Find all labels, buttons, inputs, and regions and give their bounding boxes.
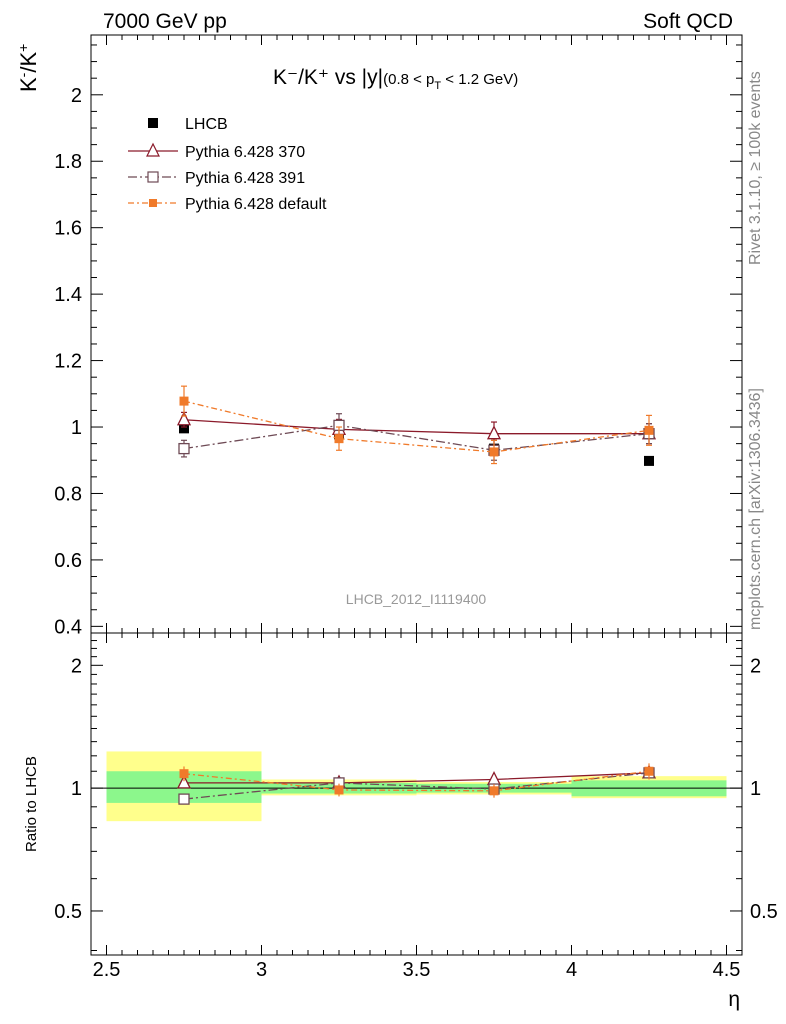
point-default: [179, 396, 189, 406]
point-370: [176, 411, 192, 426]
title-range-sub: T: [434, 80, 441, 92]
y-axis-label-mid: /K: [16, 52, 41, 73]
y-tick-label: 1.6: [54, 218, 82, 240]
legend-label-default: Pythia 6.428 default: [185, 196, 327, 213]
analysis-watermark: LHCB_2012_I1119400: [346, 591, 487, 607]
axes: 2.5 3 3.5 4 4.5 0.4 0.6 0.8 1 1.2 1.4 1.6 1.8 2 0.5 0.5…: [54, 34, 778, 981]
x-tick-label: 2.5: [93, 959, 121, 981]
ratio-point-default: [489, 786, 499, 796]
legend-marker-data: [148, 118, 158, 128]
x-tick-label: 3.5: [403, 959, 431, 981]
x-tick-label: 4.5: [713, 959, 741, 981]
y-tick-label: 1.8: [54, 151, 82, 173]
rivet-label: Rivet 3.1.10, ≥ 100k events: [747, 71, 764, 265]
y-axis-label-base: K: [16, 77, 41, 92]
series-line-370: [183, 419, 649, 435]
point-370: [486, 425, 502, 440]
title-range-suffix: < 1.2 GeV): [441, 71, 518, 88]
legend-marker-391: [147, 171, 159, 183]
ratio-y-tick-label-right: 0.5: [750, 901, 778, 923]
ratio-point-391: [178, 793, 190, 805]
point-391: [178, 442, 190, 455]
main-plot-series: [176, 385, 657, 466]
ratio-point-default: [179, 769, 189, 779]
x-tick-label: 3: [256, 959, 267, 981]
series-line-391: [183, 424, 650, 451]
ratio-point-default: [644, 766, 654, 776]
point-default: [489, 447, 499, 457]
y-tick-label: 1.2: [54, 351, 82, 373]
ratio-y-tick-label: 2: [71, 655, 82, 677]
legend-label-391: Pythia 6.428 391: [185, 170, 305, 187]
title-ratio: K⁻/K⁺ vs |y|: [273, 66, 383, 89]
title-range-prefix: (0.8 < p: [383, 71, 434, 88]
legend-marker-default: [149, 199, 157, 207]
x-axis-label: η: [728, 988, 740, 1011]
legend-entry-370: Pythia 6.428 370: [128, 142, 305, 161]
data-point-lhcb: [644, 455, 654, 466]
ratio-point-default: [334, 785, 344, 795]
ratio-plot-series: [176, 763, 657, 805]
legend-entry-391: Pythia 6.428 391: [128, 170, 305, 187]
legend-label-data: LHCB: [185, 116, 228, 133]
ratio-y-tick-label-right: 2: [750, 655, 761, 677]
y-axis-label: K-/K+: [15, 44, 41, 92]
point-default: [334, 434, 344, 444]
y-axis-label-sup1: -: [15, 72, 31, 77]
y-tick-label: 1: [71, 417, 82, 439]
ratio-y-tick-label-right: 1: [750, 778, 761, 800]
ratio-y-tick-label: 0.5: [54, 901, 82, 923]
y-tick-label: 2: [71, 85, 82, 107]
header-right: Soft QCD: [643, 10, 733, 33]
x-tick-label: 4: [566, 959, 577, 981]
legend-entry-default: Pythia 6.428 default: [128, 196, 327, 213]
point-default: [644, 425, 654, 435]
series-line-default: [183, 400, 650, 453]
plot-title: K⁻/K⁺ vs |y|(0.8 < pT < 1.2 GeV): [273, 66, 518, 92]
ratio-y-tick-label: 1: [71, 778, 82, 800]
ratio-line-370: [184, 772, 650, 784]
y-tick-label: 0.4: [54, 616, 82, 638]
header-left: 7000 GeV pp: [103, 10, 227, 33]
y-axis-label-sup2: +: [15, 44, 31, 52]
ratio-line-391: [183, 772, 650, 800]
ratio-line-default: [183, 770, 650, 792]
ratio-point-370: [176, 774, 192, 789]
legend: LHCB Pythia 6.428 370 Pythia 6.428 391 P…: [128, 116, 327, 213]
data-point-lhcb: [179, 423, 189, 434]
ratio-point-370: [486, 771, 502, 786]
y-tick-label: 0.8: [54, 483, 82, 505]
ratio-y-label: Ratio to LHCB: [23, 756, 40, 852]
legend-entry-data: LHCB: [148, 116, 228, 133]
mcplots-label: mcplots.cern.ch [arXiv:1306.3436]: [747, 388, 764, 630]
y-tick-label: 1.4: [54, 284, 82, 306]
y-tick-label: 0.6: [54, 550, 82, 572]
legend-marker-370: [146, 142, 160, 157]
legend-label-370: Pythia 6.428 370: [185, 144, 305, 161]
